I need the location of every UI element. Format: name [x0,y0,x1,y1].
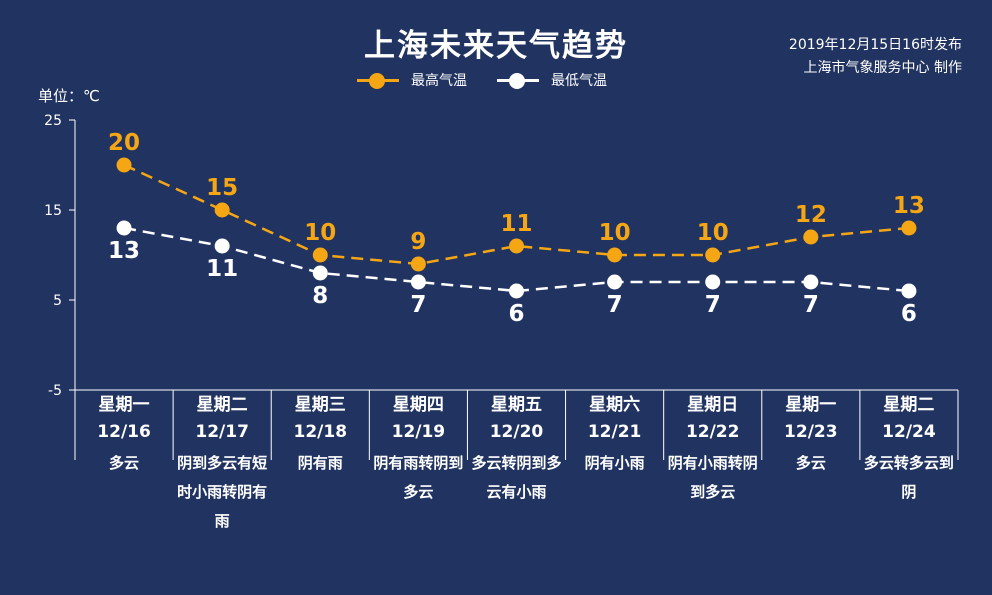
low-temp-point [410,274,426,290]
high-temp-label: 15 [206,175,238,201]
day-column: 星期六 12/21 阴有小雨 [566,395,664,478]
day-column: 星期三 12/18 阴有雨 [271,395,369,478]
low-temp-label: 6 [508,301,524,327]
date-label: 12/18 [293,422,348,442]
weather-description: 阴有小雨转阴到多云 [667,454,758,501]
weather-description: 阴有雨转阴到多云 [373,454,464,501]
high-temp-label: 10 [599,220,631,246]
date-label: 12/20 [489,422,544,442]
high-temp-point [116,157,132,173]
high-temp-point [509,238,524,254]
high-temp-point [312,247,328,263]
y-tick-label: -5 [48,383,62,399]
low-temp-point [214,238,230,254]
low-temp-point [901,283,917,299]
weather-description: 多云转多云到阴 [863,454,954,501]
chart-title: 上海未来天气趋势 [364,28,628,64]
weekday-label: 星期一 [785,395,837,415]
weather-description: 多云转阴到多云有小雨 [471,454,562,501]
y-tick-label: 25 [44,113,62,129]
weekday-label: 星期二 [196,395,248,415]
high-temp-label: 10 [304,220,336,246]
issue-agency: 上海市气象服务中心 制作 [803,60,962,76]
high-temp-label: 11 [500,211,532,237]
weekday-label: 星期一 [98,395,150,415]
low-temp-point [509,283,524,299]
low-temp-point [312,265,328,281]
legend-marker-low [497,73,539,89]
issue-info: 2019年12月15日16时发布 上海市气象服务中心 制作 [789,34,962,80]
weather-description: 阴有雨 [297,454,343,472]
day-column: 星期四 12/19 阴有雨转阴到多云 [369,395,467,507]
date-label: 12/24 [882,422,936,442]
unit-label: 单位：℃ [38,87,100,105]
low-temp-label: 11 [206,256,238,282]
weather-description: 阴到多云有短时小雨转阴有雨 [177,454,268,530]
legend-item-high: 最高气温 [357,70,467,90]
weekday-label: 星期四 [392,395,444,415]
issue-time: 2019年12月15日16时发布 [788,37,962,53]
weather-description: 多云 [109,454,140,472]
day-column: 星期二 12/17 阴到多云有短时小雨转阴有雨 [173,395,271,536]
low-temp-label: 8 [312,283,328,309]
day-column: 星期一 12/16 多云 [75,395,173,478]
low-temp-label: 7 [410,292,426,318]
high-temp-point [901,220,917,236]
low-temp-label: 13 [108,238,140,264]
weekday-label: 星期五 [490,395,542,415]
day-column: 星期二 12/24 多云转多云到阴 [860,395,958,507]
weather-description: 多云 [795,454,826,472]
low-temp-label: 7 [705,292,721,318]
high-temp-point [214,202,230,218]
day-column: 星期五 12/20 多云转阴到多云有小雨 [467,395,565,507]
low-temp-line [123,226,910,293]
weekday-label: 星期六 [589,395,641,415]
y-tick-label: 5 [53,293,62,309]
high-temp-label: 9 [410,229,426,255]
date-label: 12/16 [97,422,151,442]
y-tick-label: 15 [44,203,62,219]
high-temp-point [607,247,623,263]
low-temp-point [803,274,819,290]
legend-label-low: 最低气温 [551,73,607,89]
legend-label-high: 最高气温 [411,73,467,89]
weekday-label: 星期日 [687,395,739,415]
date-label: 12/19 [391,422,446,442]
weekday-label: 星期三 [294,395,346,415]
legend-marker-high [357,73,399,89]
date-label: 12/17 [195,422,249,442]
date-label: 12/23 [784,422,838,442]
low-temp-label: 6 [901,301,917,327]
weekday-label: 星期二 [883,395,935,415]
low-temp-point [705,274,721,290]
date-label: 12/21 [587,422,642,442]
high-temp-point [705,247,721,263]
high-temp-line [123,163,910,266]
high-temp-label: 20 [108,130,140,156]
low-temp-point [607,274,623,290]
date-label: 12/22 [685,422,740,442]
weather-description: 阴有小雨 [584,454,645,472]
legend: 最高气温 最低气温 [357,70,637,90]
day-column: 星期日 12/22 阴有小雨转阴到多云 [664,395,762,507]
legend-item-low: 最低气温 [497,70,607,90]
low-temp-point [116,220,132,236]
high-temp-label: 13 [893,193,925,219]
low-temp-label: 7 [607,292,623,318]
high-temp-label: 10 [697,220,729,246]
high-temp-label: 12 [795,202,827,228]
day-column: 星期一 12/23 多云 [762,395,860,478]
high-temp-point [803,229,819,245]
low-temp-label: 7 [803,292,819,318]
high-temp-point [410,256,426,272]
